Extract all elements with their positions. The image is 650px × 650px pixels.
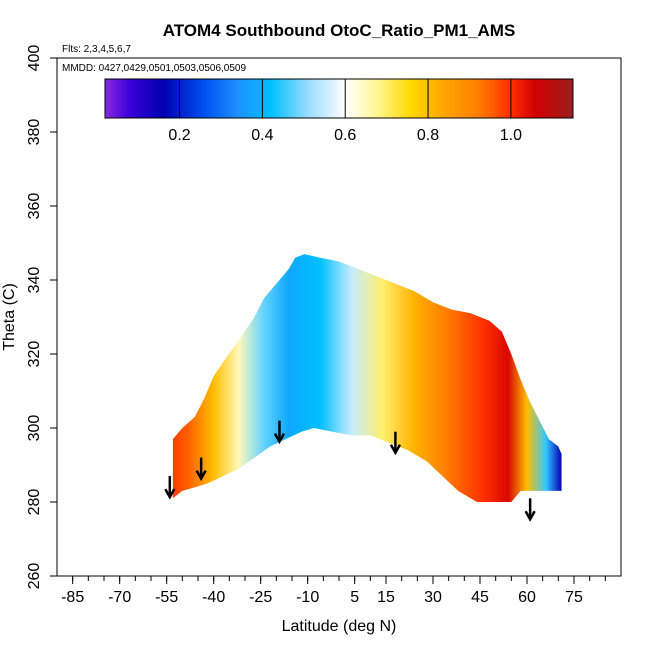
ratio-field-area xyxy=(172,254,562,502)
colorbar-tick-label: 0.8 xyxy=(417,127,439,144)
arrow-marker xyxy=(273,420,286,445)
arrow-marker xyxy=(164,476,176,500)
x-tick-label: 5 xyxy=(350,589,359,606)
x-tick-label: 15 xyxy=(377,589,395,606)
flights-note: Flts: 2,3,4,5,6,7 xyxy=(62,44,131,55)
y-tick-label: 280 xyxy=(26,489,43,516)
y-axis: 260 280 300 320 340 360 380 400 xyxy=(26,45,57,590)
x-tick-label: -10 xyxy=(296,589,319,606)
colorbar-tick-label: 0.2 xyxy=(168,127,190,144)
arrow-marker xyxy=(195,457,207,482)
x-tick-label: -70 xyxy=(108,589,131,606)
colorbar-tick-label: 1.0 xyxy=(500,127,522,144)
y-tick-label: 300 xyxy=(26,415,43,442)
x-tick-label: -25 xyxy=(249,589,272,606)
x-tick-label: 45 xyxy=(471,589,489,606)
y-tick-label: 260 xyxy=(26,563,43,590)
x-tick-label: -40 xyxy=(202,589,225,606)
data-field xyxy=(172,254,562,502)
y-tick-label: 400 xyxy=(26,45,43,72)
y-tick-label: 380 xyxy=(26,119,43,146)
x-axis: -85 -70 -55 -40 -25 -10 5 15 30 45 60 75 xyxy=(61,576,606,606)
x-tick-label: 75 xyxy=(565,589,583,606)
x-tick-label: -55 xyxy=(155,589,178,606)
x-tick-label: 30 xyxy=(424,589,442,606)
x-axis-title: Latitude (deg N) xyxy=(282,618,397,635)
y-tick-label: 360 xyxy=(26,193,43,220)
y-axis-title: Theta (C) xyxy=(1,283,18,351)
dates-note: MMDD: 0427,0429,0501,0503,0506,0509 xyxy=(62,63,246,74)
arrow-marker xyxy=(389,431,401,456)
x-tick-label: -85 xyxy=(61,589,84,606)
chart-title: ATOM4 Southbound OtoC_Ratio_PM1_AMS xyxy=(163,21,516,40)
colorbar-tick-label: 0.4 xyxy=(251,127,273,144)
y-tick-label: 340 xyxy=(26,267,43,294)
y-tick-label: 320 xyxy=(26,341,43,368)
arrow-markers xyxy=(164,420,536,522)
x-tick-label: 60 xyxy=(518,589,536,606)
colorbar-gradient xyxy=(104,78,574,119)
arrow-marker xyxy=(524,498,536,522)
colorbar: 0.2 0.4 0.6 0.8 1.0 xyxy=(104,78,574,144)
colorbar-tick-label: 0.6 xyxy=(334,127,356,144)
